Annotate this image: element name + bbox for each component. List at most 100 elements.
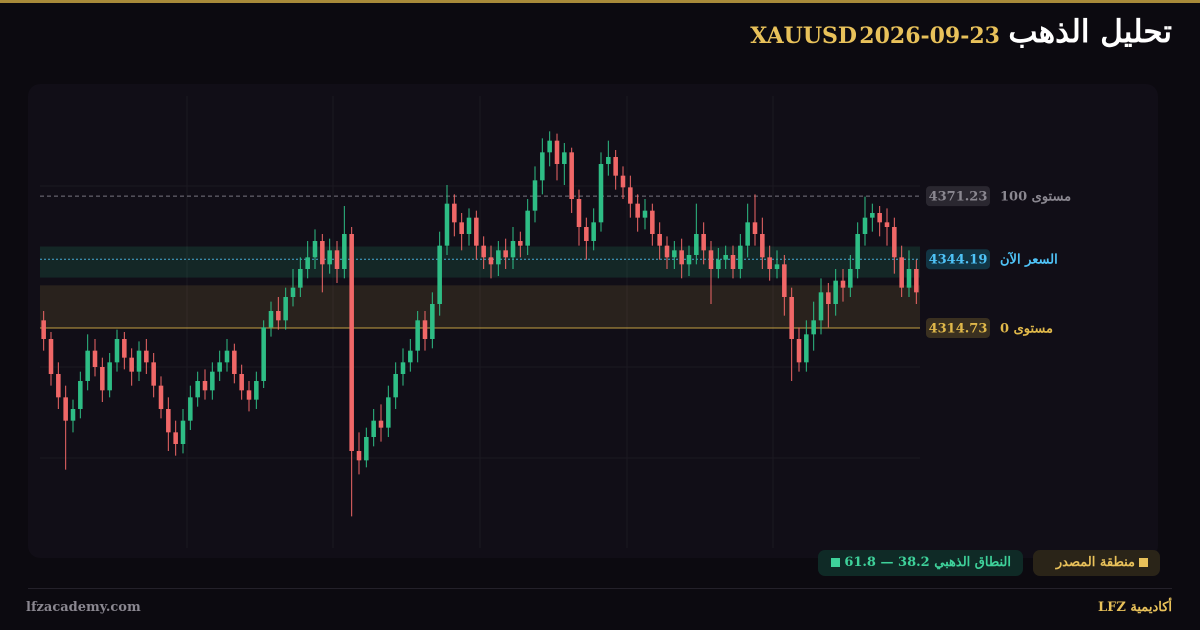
- candle-body: [686, 255, 692, 265]
- golden-zone-legend: النطاق الذهبي 38.2 — 61.8: [818, 550, 1023, 576]
- candle-body: [598, 164, 604, 223]
- candle-body: [584, 227, 589, 241]
- candle-body: [818, 292, 824, 321]
- candle-body: [518, 241, 523, 246]
- candle-body: [466, 217, 472, 234]
- candle-body: [327, 250, 332, 265]
- candle-body: [833, 280, 838, 304]
- candle-body: [899, 257, 904, 288]
- legend-label: منطقة المصدر: [1055, 555, 1135, 570]
- candle-body: [400, 362, 406, 374]
- level-value: 4371.23: [929, 190, 988, 205]
- candle-body: [224, 350, 230, 363]
- candle-body: [760, 234, 765, 258]
- candle-body: [217, 362, 222, 372]
- candle-body: [173, 432, 178, 444]
- date: 2026-09-23: [859, 23, 1000, 49]
- candle-body: [254, 381, 259, 400]
- candle-body: [452, 203, 457, 223]
- candle-body: [422, 320, 428, 339]
- candle-body: [855, 234, 860, 269]
- legend-swatch: [831, 558, 841, 567]
- candle-body: [334, 250, 340, 269]
- candle-body: [510, 241, 516, 258]
- candle-body: [41, 320, 46, 339]
- candle-body: [85, 350, 90, 381]
- candle-body: [320, 241, 325, 265]
- candle-body: [745, 222, 750, 246]
- chart-panel: [28, 84, 1158, 558]
- level-label: مستوى 100: [1000, 190, 1071, 205]
- candle-body: [848, 269, 853, 288]
- candle-body: [716, 259, 721, 269]
- candle-body: [870, 213, 875, 218]
- symbol: XAUUSD: [750, 23, 857, 49]
- candle-body: [202, 381, 208, 391]
- level-box: [926, 317, 990, 338]
- candle-body: [180, 420, 186, 444]
- candle-body: [474, 217, 479, 246]
- candle-body: [371, 420, 376, 437]
- candle-body: [393, 374, 398, 398]
- candle-body: [503, 250, 508, 258]
- grid: [40, 96, 920, 548]
- candle-body: [679, 250, 684, 265]
- candle-body: [752, 222, 758, 234]
- candle-body: [738, 245, 743, 269]
- candle-body: [496, 250, 501, 265]
- candle-body: [723, 255, 728, 260]
- candle-body: [635, 203, 640, 218]
- candle-body: [276, 311, 281, 321]
- candle-body: [151, 362, 156, 386]
- candle-body: [210, 371, 215, 391]
- candle-body: [188, 397, 193, 421]
- footer-rule: [28, 588, 1172, 589]
- candle-body: [107, 362, 112, 391]
- candle-body: [840, 280, 846, 288]
- candle-body: [298, 269, 303, 288]
- candle-body: [305, 257, 310, 269]
- candle-body: [195, 381, 200, 398]
- footer-site: lfzacademy.com: [26, 600, 141, 615]
- level-box: [926, 249, 990, 270]
- candle-body: [664, 245, 670, 258]
- candle-body: [129, 357, 134, 372]
- candle-body: [628, 187, 633, 204]
- candle-body: [122, 339, 127, 358]
- candle-body: [415, 320, 420, 351]
- candle-body: [444, 203, 450, 246]
- candle-body: [796, 339, 802, 363]
- source-zone: [40, 285, 920, 328]
- candle-body: [906, 269, 912, 288]
- candle-body: [701, 234, 706, 251]
- candle-body: [378, 420, 384, 428]
- candle-body: [547, 140, 552, 153]
- candle-body: [261, 327, 266, 381]
- candle-body: [892, 227, 897, 258]
- candle-body: [78, 381, 83, 409]
- candle-body: [144, 350, 149, 363]
- candle-body: [136, 350, 142, 372]
- candle-body: [877, 213, 882, 223]
- candle-body: [525, 210, 530, 246]
- top-bar: [0, 0, 1200, 3]
- candle-body: [364, 437, 369, 461]
- candle-body: [56, 374, 61, 398]
- candle-body: [342, 234, 347, 269]
- level-value: 4344.19: [929, 253, 988, 268]
- candle-body: [100, 367, 105, 391]
- level-box: [926, 186, 990, 207]
- candle-body: [613, 157, 618, 176]
- candle-body: [246, 390, 252, 400]
- candle-body: [811, 320, 816, 335]
- candle-body: [650, 210, 655, 234]
- candle-body: [562, 152, 567, 164]
- candle-body: [349, 234, 354, 451]
- title: تحليل الذهب: [1008, 14, 1172, 50]
- candle-body: [166, 409, 171, 433]
- candle-body: [694, 234, 699, 255]
- candle-body: [789, 297, 794, 339]
- candle-body: [767, 257, 772, 269]
